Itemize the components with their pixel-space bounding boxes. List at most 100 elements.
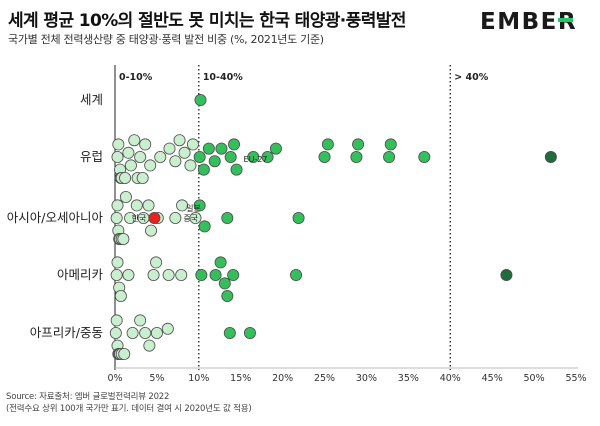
- country-dot: [134, 150, 147, 163]
- korea-dot: [148, 211, 161, 224]
- country-dot: [197, 163, 210, 176]
- korea-label: 한국: [132, 214, 147, 223]
- country-dot: [147, 268, 160, 281]
- band-label-1: 10-40%: [203, 72, 243, 83]
- country-dot: [142, 199, 155, 212]
- country-dot: [134, 314, 147, 327]
- country-dot: [228, 138, 241, 151]
- annotation-label: 일본: [186, 204, 201, 213]
- x-tick-label: 30%: [356, 373, 377, 384]
- country-dot: [218, 277, 231, 290]
- country-dot: [269, 142, 282, 155]
- country-dot: [173, 134, 186, 147]
- country-dot: [318, 150, 331, 163]
- country-dot: [126, 326, 139, 339]
- country-dot: [117, 232, 130, 245]
- country-dot: [169, 155, 182, 168]
- country-dot: [144, 159, 157, 172]
- country-dot: [243, 326, 256, 339]
- country-dot: [136, 171, 149, 184]
- country-dot: [209, 268, 222, 281]
- country-dot: [227, 268, 240, 281]
- x-tick-label: 35%: [398, 373, 419, 384]
- category-label: 아시아/오세아니아: [7, 210, 104, 225]
- category-label: 아메리카: [57, 267, 104, 282]
- country-dot: [130, 199, 143, 212]
- country-dot: [194, 94, 207, 107]
- x-tick-label: 15%: [230, 373, 251, 384]
- country-dot: [154, 150, 167, 163]
- ember-logo: EMBER: [478, 6, 594, 34]
- country-dot: [110, 211, 123, 224]
- country-dot: [184, 159, 197, 172]
- band-label-0: 0-10%: [119, 72, 153, 83]
- footer-note: Source: 자료출처: 엠버 글로벌전력리뷰 2022 (전력수요 상위 1…: [6, 391, 252, 415]
- country-dot: [128, 134, 141, 147]
- chart-title: 세계 평균 10%의 절반도 못 미치는 한국 태양광·풍력발전: [8, 11, 406, 31]
- country-dot: [111, 199, 124, 212]
- country-dot: [139, 138, 152, 151]
- country-dot: [193, 199, 206, 212]
- country-dot: [544, 150, 557, 163]
- country-dot: [118, 347, 131, 360]
- coverage-note: (전력수요 상위 100개 국가만 표기. 데이터 결여 시 2020년도 값 …: [6, 404, 252, 414]
- country-dot: [195, 268, 208, 281]
- country-dot: [111, 256, 124, 269]
- country-dot: [202, 142, 215, 155]
- x-tick-label: 55%: [565, 373, 586, 384]
- x-tick-label: 40%: [440, 373, 461, 384]
- country-dot: [223, 326, 236, 339]
- country-dot: [178, 146, 191, 159]
- source-line: Source: 자료출처: 엠버 글로벌전력리뷰 2022: [6, 392, 170, 402]
- country-dot: [247, 150, 260, 163]
- x-tick-label: 45%: [482, 373, 503, 384]
- country-dot: [193, 150, 206, 163]
- x-tick-label: 25%: [314, 373, 335, 384]
- country-dot: [122, 268, 135, 281]
- country-dot: [224, 150, 237, 163]
- country-dot: [418, 150, 431, 163]
- country-dot: [198, 220, 211, 233]
- country-dot: [139, 326, 152, 339]
- category-label: 유럽: [80, 149, 103, 164]
- country-dot: [109, 326, 122, 339]
- country-dot: [292, 211, 305, 224]
- country-dot: [214, 256, 227, 269]
- country-dot: [145, 224, 158, 237]
- country-dot: [189, 211, 202, 224]
- annotation-label: EU-27: [244, 155, 268, 164]
- band-label-2: > 40%: [454, 72, 488, 83]
- country-dot: [383, 150, 396, 163]
- country-dot: [215, 142, 228, 155]
- country-dot: [163, 142, 176, 155]
- country-dot: [114, 289, 127, 302]
- category-label: 아프리카/중동: [30, 325, 103, 340]
- country-dot: [321, 138, 334, 151]
- country-dot: [290, 268, 303, 281]
- category-label: 세계: [80, 92, 103, 107]
- country-dot: [162, 268, 175, 281]
- country-dot: [169, 211, 182, 224]
- country-dot: [124, 211, 137, 224]
- country-dot: [384, 138, 397, 151]
- country-dot: [221, 211, 234, 224]
- x-tick-label: 20%: [272, 373, 293, 384]
- country-dot: [186, 138, 199, 151]
- x-tick-label: 5%: [149, 373, 164, 384]
- country-dot: [150, 256, 163, 269]
- country-dot: [350, 150, 363, 163]
- annotation-label: 중국: [183, 214, 198, 223]
- country-dot: [143, 339, 156, 352]
- x-tick-label: 0%: [107, 373, 122, 384]
- country-dot: [161, 322, 174, 335]
- country-dot: [175, 268, 188, 281]
- country-dot: [122, 146, 135, 159]
- x-tick-label: 50%: [524, 373, 545, 384]
- country-dot: [112, 138, 125, 151]
- country-dot: [176, 199, 189, 212]
- country-dot: [500, 268, 513, 281]
- country-dot: [110, 268, 123, 281]
- country-dot: [352, 138, 365, 151]
- country-dot: [110, 314, 123, 327]
